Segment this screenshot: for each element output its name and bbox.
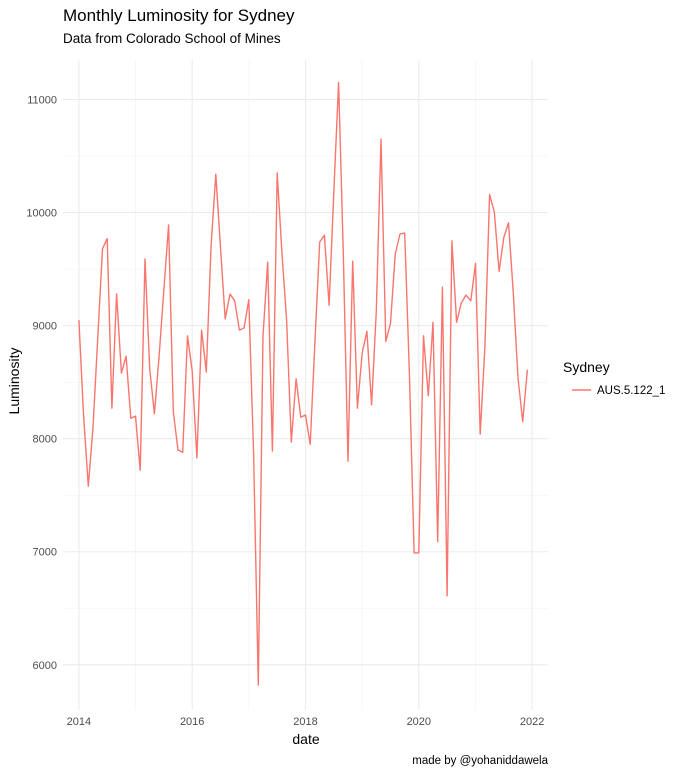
y-axis-ticks: 6000 7000 8000 9000 10000 11000 xyxy=(26,95,57,672)
chart-subtitle: Data from Colorado School of Mines xyxy=(63,31,281,46)
x-axis-ticks: 2014 2016 2018 2020 2022 xyxy=(67,716,545,728)
legend: Sydney AUS.5.122_1 xyxy=(563,359,665,397)
grid-lines xyxy=(63,60,548,710)
x-tick-label: 2022 xyxy=(520,716,544,728)
legend-label: AUS.5.122_1 xyxy=(597,385,665,397)
series-layer xyxy=(78,81,529,686)
x-tick-label: 2020 xyxy=(407,716,431,728)
y-tick-label: 6000 xyxy=(33,660,57,672)
x-tick-label: 2016 xyxy=(180,716,204,728)
x-axis-title: date xyxy=(292,731,319,747)
chart-title: Monthly Luminosity for Sydney xyxy=(63,6,295,25)
y-tick-label: 7000 xyxy=(33,547,57,559)
series-line xyxy=(78,81,529,686)
y-tick-label: 8000 xyxy=(33,434,57,446)
y-tick-label: 11000 xyxy=(27,95,57,107)
legend-title: Sydney xyxy=(563,359,610,375)
y-axis-title: Luminosity xyxy=(6,348,22,415)
x-tick-label: 2018 xyxy=(293,716,317,728)
x-tick-label: 2014 xyxy=(67,716,91,728)
y-tick-label: 10000 xyxy=(26,208,57,220)
y-tick-label: 9000 xyxy=(33,321,57,333)
chart-caption: made by @yohaniddawela xyxy=(412,755,548,767)
